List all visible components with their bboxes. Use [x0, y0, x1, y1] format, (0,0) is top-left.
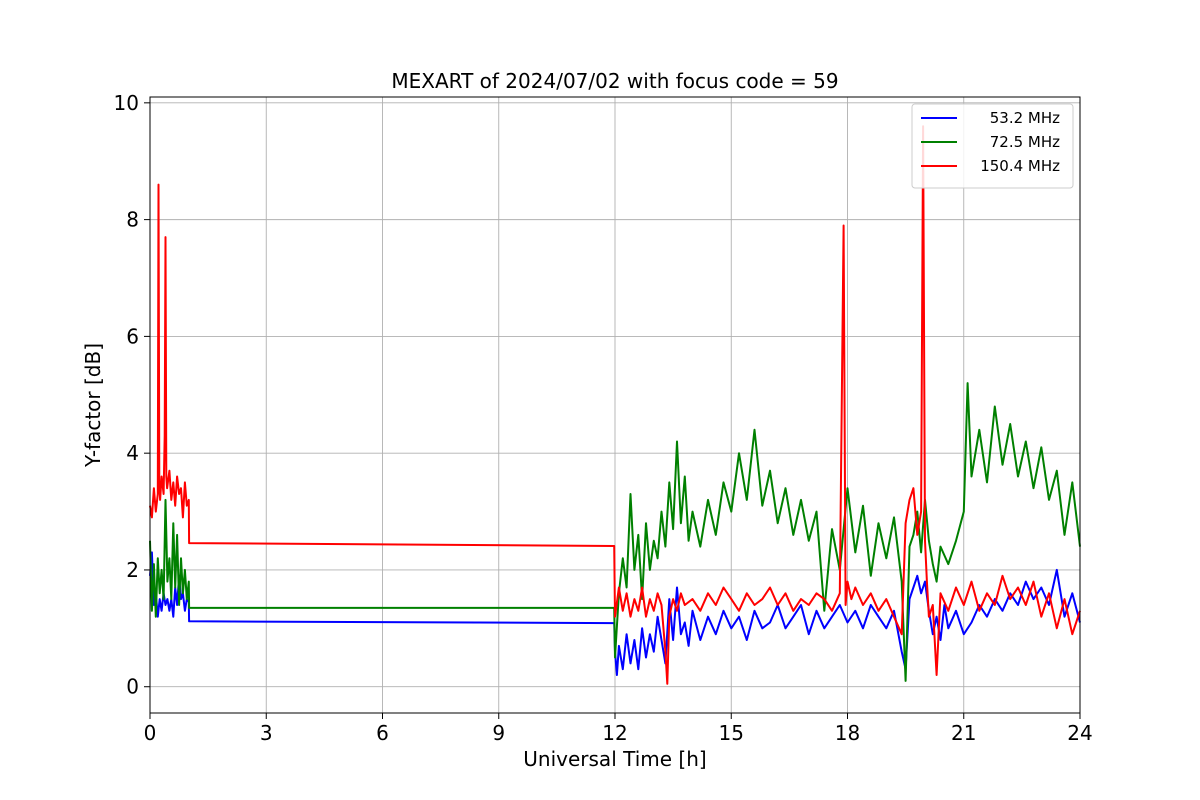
y-tick-label: 2 [126, 558, 139, 582]
legend-label-1: 72.5 MHz [990, 133, 1060, 151]
x-tick-label: 6 [376, 721, 389, 745]
y-axis-ticks: 0 2 4 6 8 10 [114, 91, 150, 699]
x-tick-label: 0 [144, 721, 157, 745]
x-tick-label: 18 [835, 721, 860, 745]
x-tick-label: 9 [492, 721, 505, 745]
x-tick-label: 12 [602, 721, 627, 745]
legend-label-0: 53.2 MHz [990, 109, 1060, 127]
x-tick-label: 21 [951, 721, 976, 745]
x-axis-label: Universal Time [h] [523, 747, 706, 771]
y-tick-label: 4 [126, 441, 139, 465]
y-tick-label: 6 [126, 324, 139, 348]
x-tick-label: 15 [719, 721, 744, 745]
legend: 53.2 MHz 72.5 MHz 150.4 MHz [911, 103, 1074, 189]
plot-series [149, 125, 1081, 685]
chart-title: MEXART of 2024/07/02 with focus code = 5… [391, 69, 838, 93]
series-line-1 [149, 382, 1081, 682]
y-tick-label: 10 [114, 91, 139, 115]
x-axis-ticks: 0 3 6 9 12 15 18 21 24 [144, 713, 1093, 745]
legend-label-2: 150.4 MHz [980, 157, 1060, 175]
series-line-2 [149, 125, 1081, 685]
x-tick-label: 3 [260, 721, 273, 745]
y-tick-label: 8 [126, 208, 139, 232]
y-tick-label: 0 [126, 675, 139, 699]
x-tick-label: 24 [1067, 721, 1092, 745]
y-axis-label: Y-factor [dB] [81, 343, 105, 468]
series-line-0 [149, 551, 1081, 676]
